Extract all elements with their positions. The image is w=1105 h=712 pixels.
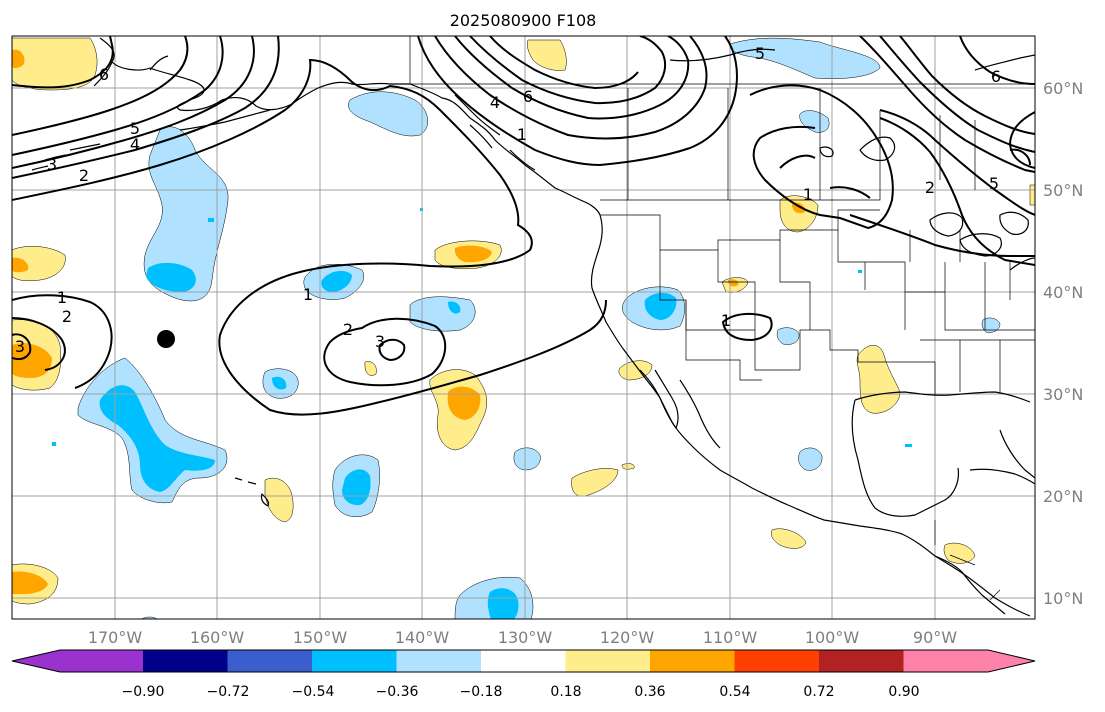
lat-label: 20°N (1043, 487, 1083, 506)
colorbar-segment (903, 650, 988, 672)
colorbar-tick-label: −0.90 (122, 684, 165, 700)
colorbar-outline (11, 649, 1036, 673)
colorbar-segment (227, 650, 313, 672)
colorbar-segment (312, 650, 397, 672)
contour-label: 1 (57, 288, 67, 307)
colorbar-segment (143, 650, 228, 672)
contour-label: 6 (991, 67, 1001, 86)
contour-label: 5 (130, 119, 140, 138)
colorbar-extend-low (12, 650, 60, 672)
lon-label: 120°W (600, 628, 655, 647)
contour-label: 2 (79, 166, 89, 185)
colorbar-tick-label: −0.54 (292, 684, 335, 700)
contour-label: 4 (130, 135, 140, 154)
lon-label: 150°W (293, 628, 348, 647)
contour-label: 1 (803, 185, 813, 204)
lon-label: 110°W (703, 628, 758, 647)
political-borders (409, 36, 1035, 601)
colorbar-segment (734, 650, 820, 672)
colorbar-extend-high (988, 650, 1035, 672)
shading-positive-medium (12, 49, 806, 595)
contour-label: 1 (303, 285, 313, 304)
lat-label: 30°N (1043, 385, 1083, 404)
map-frame (11, 35, 1036, 620)
colorbar-segment (650, 650, 735, 672)
contour-label: 5 (989, 174, 999, 193)
colorbar-tick-label: 0.54 (719, 684, 750, 700)
lon-label: 140°W (395, 628, 450, 647)
colorbar (11, 649, 1036, 673)
lon-label: 100°W (805, 628, 860, 647)
lat-label: 40°N (1043, 283, 1083, 302)
lat-label: 50°N (1043, 181, 1083, 200)
colorbar-segment (60, 650, 143, 672)
contour-label: 4 (490, 93, 500, 112)
contour-labels: 6 5 4 3 2 1 1 2 3 1 2 3 5 6 6 5 2 1 1 4 (15, 44, 1001, 356)
contour-label: 3 (375, 332, 385, 351)
contours (12, 36, 1035, 416)
colorbar-tick-label: 0.18 (550, 684, 581, 700)
lat-label: 10°N (1043, 589, 1083, 608)
contour-label: 2 (62, 307, 72, 326)
lon-label: 160°W (190, 628, 245, 647)
longitude-labels: 170°W 160°W 150°W 140°W 130°W 120°W 110°… (88, 628, 957, 647)
contour-label: 3 (15, 337, 25, 356)
colorbar-tick-label: −0.72 (207, 684, 250, 700)
contour-label: 1 (517, 125, 527, 144)
contour-label: 3 (47, 155, 57, 174)
colorbar-tick-label: 0.90 (888, 684, 919, 700)
location-marker-dot (157, 330, 175, 348)
colorbar-tick-label: −0.18 (460, 684, 503, 700)
colorbar-segment (819, 650, 904, 672)
coastlines (31, 37, 1035, 617)
lon-label: 170°W (88, 628, 143, 647)
colorbar-tick-label: −0.36 (376, 684, 419, 700)
latitude-labels: 60°N 50°N 40°N 30°N 20°N 10°N (1043, 79, 1083, 608)
colorbar-labels: −0.90 −0.72 −0.54 −0.36 −0.18 0.18 0.36 … (122, 684, 920, 700)
lon-label: 90°W (913, 628, 957, 647)
contour-label: 6 (99, 65, 109, 84)
contour-label: 2 (925, 178, 935, 197)
colorbar-segment (565, 650, 651, 672)
contour-label: 6 (523, 87, 533, 106)
lon-label: 130°W (498, 628, 553, 647)
map-area: 6 5 4 3 2 1 1 2 3 1 2 3 5 6 6 5 2 1 1 4 (12, 36, 1035, 619)
map-title: 2025080900 F108 (450, 11, 597, 30)
lat-label: 60°N (1043, 79, 1083, 98)
colorbar-segment (481, 650, 566, 672)
colorbar-tick-label: 0.36 (634, 684, 665, 700)
colorbar-tick-label: 0.72 (803, 684, 834, 700)
contour-label: 2 (343, 320, 353, 339)
contour-label: 1 (721, 311, 731, 330)
contour-label: 5 (755, 44, 765, 63)
colorbar-segment (396, 650, 482, 672)
